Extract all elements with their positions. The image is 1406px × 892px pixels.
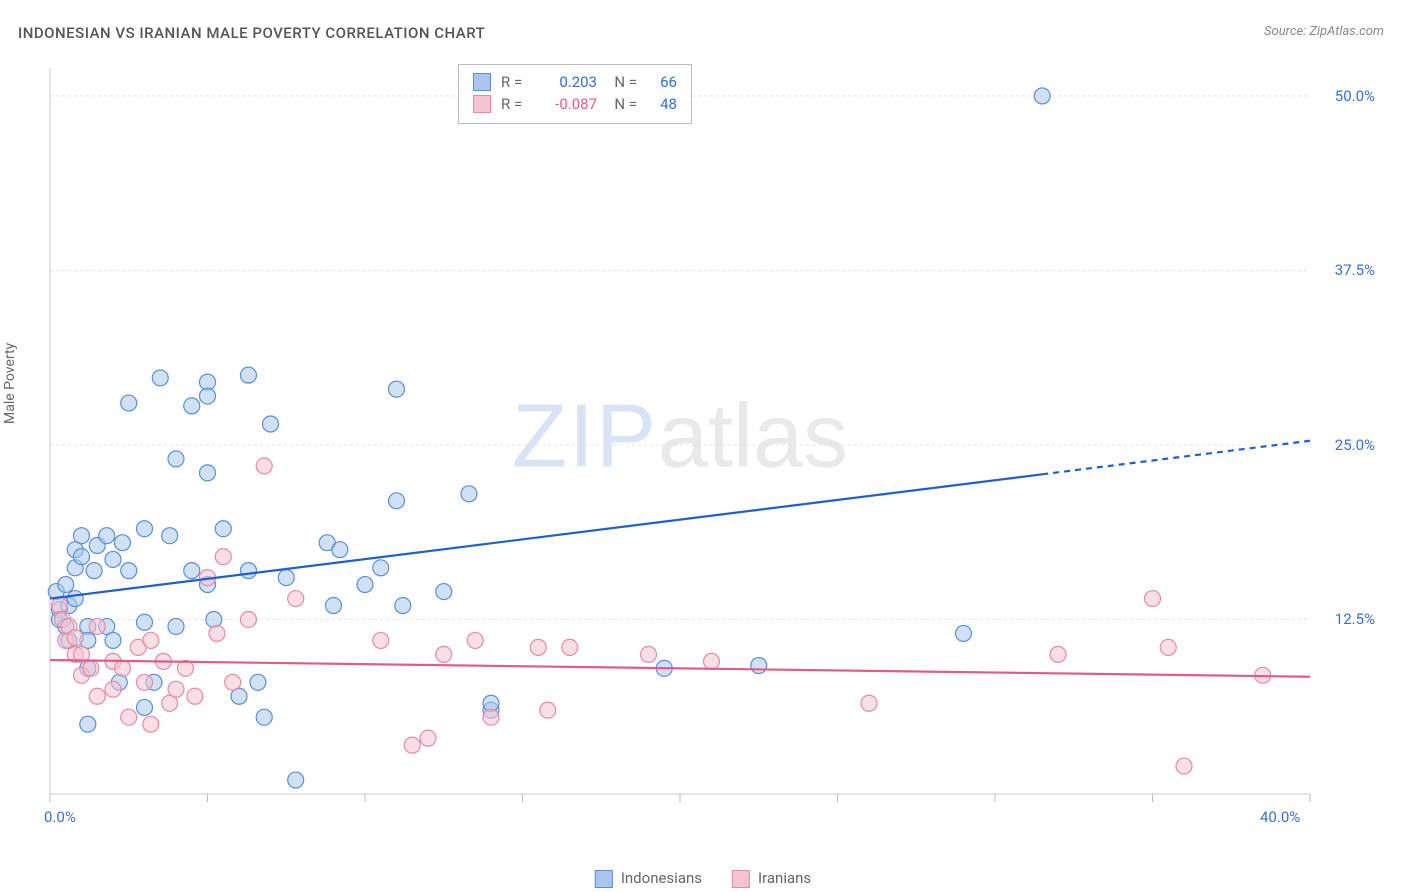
x-tick-label: 0.0%	[44, 808, 76, 826]
legend-label: Indonesians	[621, 869, 702, 887]
legend-n-value: 48	[647, 93, 677, 115]
correlation-legend: R = 0.203 N = 66 R = -0.087 N = 48	[458, 64, 692, 124]
legend-n-value: 66	[647, 71, 677, 93]
legend-row: R = 0.203 N = 66	[473, 71, 677, 93]
series-legend: Indonesians Iranians	[595, 869, 811, 888]
legend-r-value: -0.087	[537, 93, 597, 115]
y-tick-label: 12.5%	[1335, 610, 1375, 628]
chart-plot-area: ZIPatlas R =0.203N =66R =-0.087N =48 12.…	[50, 62, 1310, 822]
chart-svg	[50, 62, 1310, 822]
legend-swatch	[595, 870, 613, 888]
source-attribution: Source: ZipAtlas.com	[1264, 24, 1384, 39]
legend-r-label: R =	[501, 93, 527, 115]
y-tick-label: 37.5%	[1335, 261, 1375, 279]
legend-n-label: N =	[607, 71, 637, 93]
legend-r-value: 0.203	[537, 71, 597, 93]
x-tick-label: 40.0%	[1260, 808, 1300, 826]
y-axis-label: Male Poverty	[2, 343, 18, 424]
chart-title: INDONESIAN VS IRANIAN MALE POVERTY CORRE…	[18, 24, 485, 42]
legend-item: Indonesians	[595, 869, 702, 888]
legend-swatch	[473, 73, 491, 91]
legend-item: Iranians	[732, 869, 811, 888]
legend-label: Iranians	[758, 869, 811, 887]
y-tick-label: 25.0%	[1335, 436, 1375, 454]
legend-row: R = -0.087 N = 48	[473, 93, 677, 115]
legend-swatch	[732, 870, 750, 888]
y-tick-label: 50.0%	[1335, 87, 1375, 105]
legend-r-label: R =	[501, 71, 527, 93]
legend-n-label: N =	[607, 93, 637, 115]
legend-swatch	[473, 95, 491, 113]
